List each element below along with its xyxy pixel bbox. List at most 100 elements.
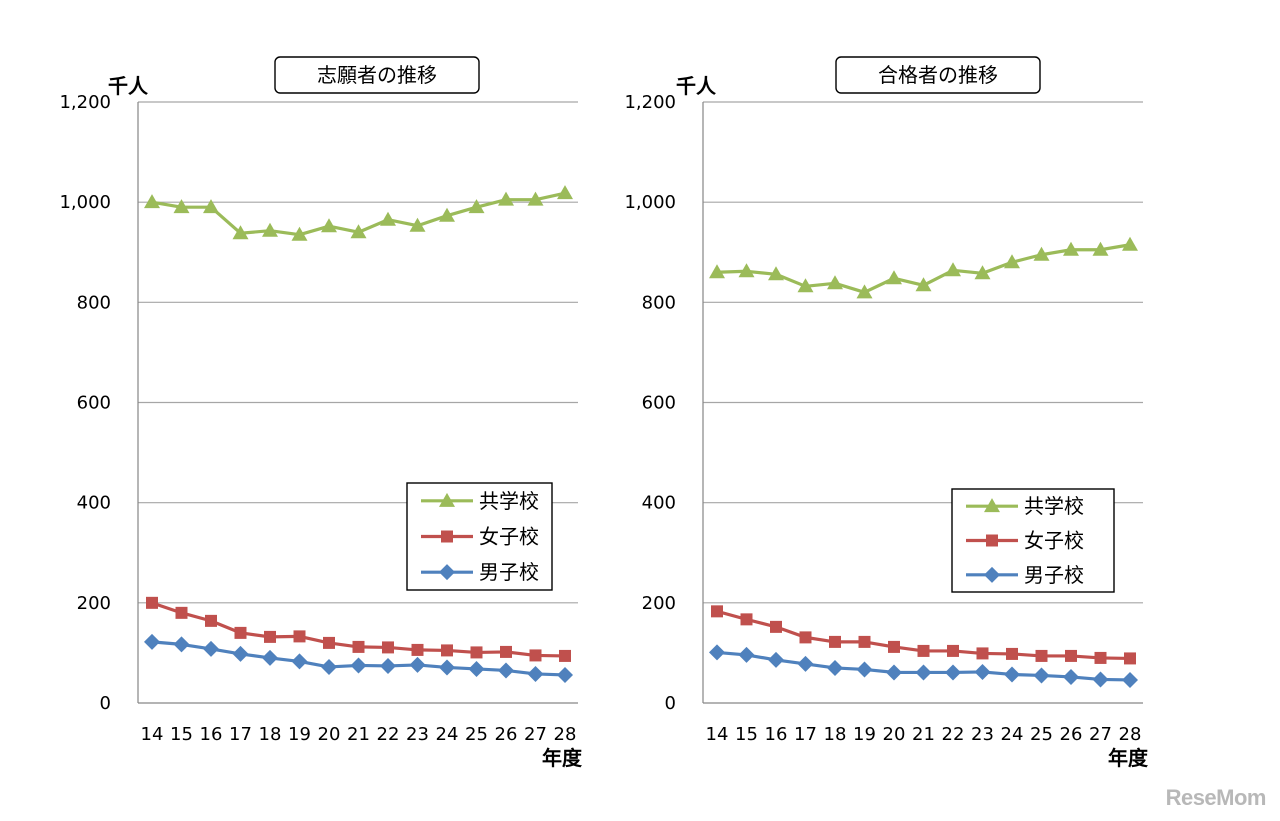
chart-title: 志願者の推移: [317, 63, 437, 87]
series-triangle: [709, 236, 1138, 299]
data-point: [262, 649, 278, 666]
data-point: [439, 207, 455, 222]
x-tick-label: 20: [318, 724, 341, 745]
data-point: [470, 646, 483, 659]
chart-applicants-svg: 0 200 400 600 800 1,000 1,200 14 15 16 17 18 19 20 21 2…: [59, 56, 583, 770]
data-point: [827, 275, 843, 290]
data-point: [1033, 667, 1050, 684]
y-tick-label: 1,200: [624, 92, 676, 113]
data-point: [974, 663, 991, 680]
data-point: [559, 649, 571, 662]
legend-marker: [984, 566, 1000, 583]
x-tick-label: 27: [1089, 724, 1112, 745]
data-point: [409, 217, 426, 232]
data-point: [1033, 246, 1050, 261]
data-point: [915, 664, 932, 681]
y-tick-label: 0: [665, 693, 676, 714]
data-point: [1063, 241, 1079, 256]
x-tick-label: 20: [883, 724, 906, 745]
data-point: [175, 606, 188, 619]
data-point: [886, 664, 902, 681]
y-tick-label: 400: [77, 493, 111, 514]
y-tick-label: 200: [642, 593, 676, 614]
series-triangle: [144, 185, 573, 241]
x-tick-label: 15: [735, 724, 758, 745]
y-tick-label: 400: [642, 493, 676, 514]
y-tick-label: 1,000: [59, 192, 111, 213]
data-point: [529, 649, 542, 662]
data-point: [770, 620, 782, 633]
series-square: [711, 605, 1136, 665]
chart-passers: 0 200 400 600 800 1,000 1,200 14 15 16 17 18 19 20 21 2…: [570, 0, 1210, 821]
data-point: [144, 194, 160, 209]
x-tick-label: 17: [229, 724, 252, 745]
data-point: [1092, 241, 1109, 256]
data-point: [856, 284, 873, 299]
data-point: [411, 643, 424, 656]
x-tick-label: 14: [706, 724, 729, 745]
data-point: [382, 641, 394, 654]
y-tick-label: 1,000: [624, 192, 676, 213]
data-point: [945, 262, 961, 277]
resemom-logo: ReseMom: [1165, 785, 1267, 810]
data-point: [1122, 236, 1138, 251]
data-point: [203, 640, 219, 657]
data-point: [888, 640, 900, 653]
legend-label: 共学校: [1024, 494, 1084, 518]
x-tick-label: 18: [259, 724, 282, 745]
x-unit-label: 年度: [1108, 746, 1149, 770]
x-tick-label: 14: [141, 724, 164, 745]
x-tick-label: 17: [794, 724, 817, 745]
data-point: [234, 626, 247, 639]
y-tick-label: 200: [77, 593, 111, 614]
x-tick-label: 18: [824, 724, 847, 745]
data-point: [350, 657, 367, 674]
data-point: [498, 191, 514, 206]
x-tick-label: 22: [942, 724, 965, 745]
y-tick-label: 0: [100, 693, 111, 714]
data-point: [917, 644, 930, 657]
data-point: [527, 191, 544, 206]
data-point: [976, 647, 989, 660]
data-point: [1124, 652, 1136, 665]
data-point: [1004, 254, 1020, 269]
x-tick-label: 23: [971, 724, 994, 745]
data-point: [498, 662, 514, 679]
x-tick-label: 28: [1119, 724, 1142, 745]
data-point: [858, 635, 871, 648]
data-point: [1122, 671, 1138, 688]
data-point: [709, 644, 725, 661]
data-point: [380, 657, 396, 674]
data-point: [173, 199, 190, 214]
data-point: [886, 270, 902, 285]
legend-marker: [986, 534, 998, 547]
data-point: [709, 264, 725, 279]
x-tick-label: 26: [1060, 724, 1083, 745]
data-point: [738, 646, 755, 663]
data-point: [468, 660, 485, 677]
chart-passers-svg: 0 200 400 600 800 1,000 1,200 14 15 16 17 18 19 20 21 2…: [624, 56, 1149, 770]
x-tick-label: 21: [347, 724, 370, 745]
series-diamond: [709, 644, 1138, 688]
legend-label: 男子校: [1024, 563, 1084, 587]
x-tick-label: 19: [853, 724, 876, 745]
legend-label: 男子校: [479, 560, 539, 584]
data-point: [500, 645, 512, 658]
x-unit-label: 年度: [542, 746, 583, 770]
chart-title-box: [835, 56, 1041, 94]
data-point: [232, 225, 249, 240]
x-tick-label: 24: [1001, 724, 1024, 745]
y-unit-label: 千人: [676, 74, 717, 98]
data-point: [323, 636, 335, 649]
data-point: [144, 633, 160, 650]
data-point: [768, 651, 784, 668]
data-point: [768, 266, 784, 281]
data-point: [291, 653, 308, 670]
data-point: [856, 661, 873, 678]
x-tick-label: 16: [765, 724, 788, 745]
data-point: [146, 596, 158, 609]
data-point: [1006, 647, 1018, 660]
data-point: [1063, 668, 1079, 685]
